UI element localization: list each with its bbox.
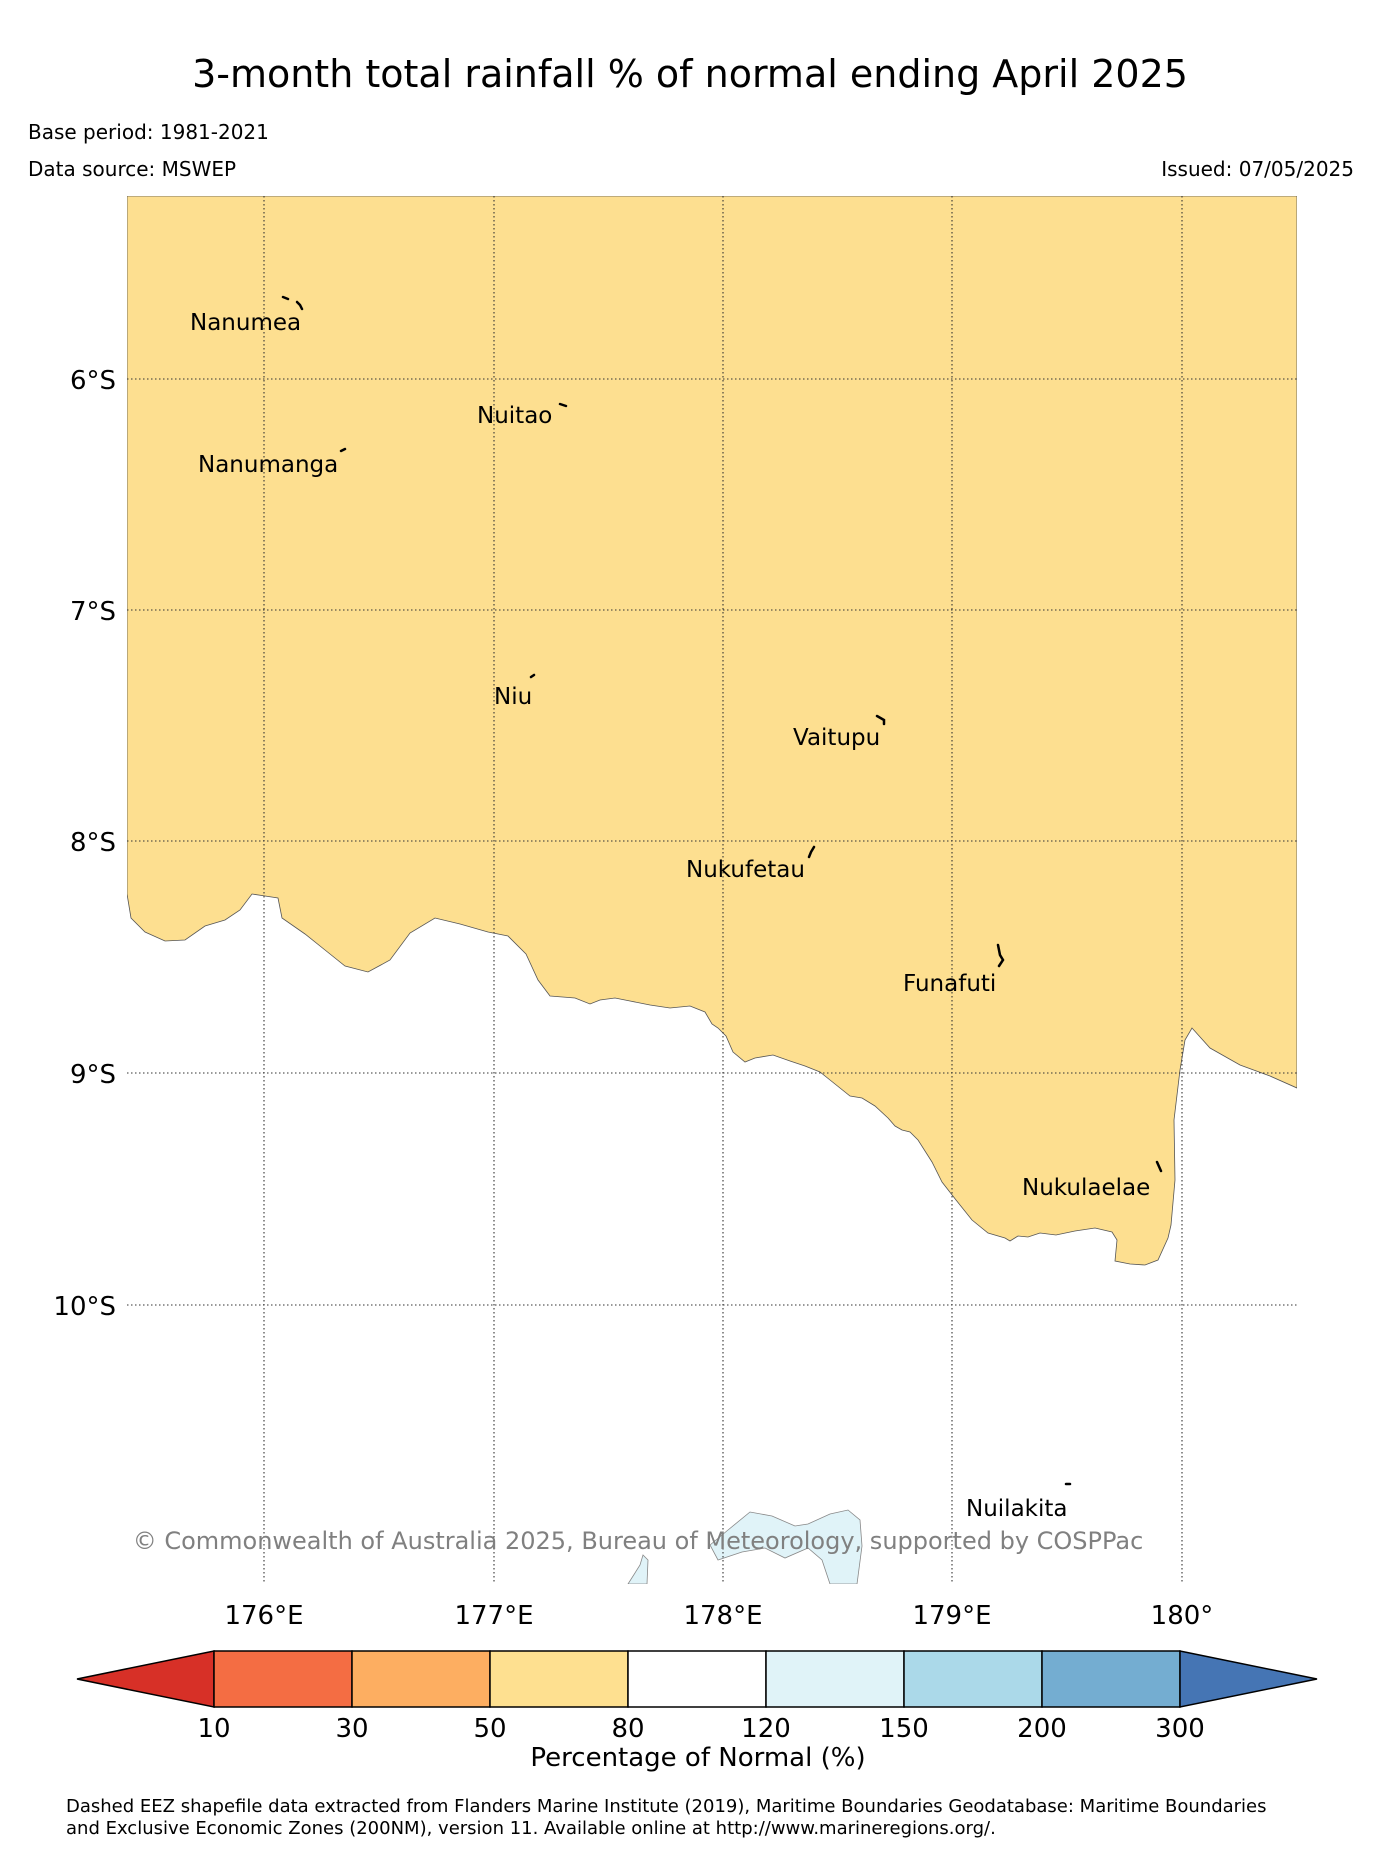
island-nanumea-shape: [281, 295, 304, 311]
rainfall-region-120-150: [627, 1554, 649, 1584]
island-nukufetau-shape: [807, 845, 816, 859]
island-label-nukufetau: Nukufetau: [686, 857, 805, 883]
island-niu-shape: [529, 673, 536, 679]
island-funafuti-shape: [996, 943, 1005, 968]
rainfall-region-50-80: [127, 196, 1297, 1266]
lon-label-176e: 176°E: [224, 1601, 303, 1631]
island-label-niu: Niu: [494, 684, 532, 710]
colorbar-bin-80-120: [627, 1650, 767, 1708]
footnote-line-2: and Exclusive Economic Zones (200NM), ve…: [66, 1818, 996, 1839]
island-label-vaitupu: Vaitupu: [793, 725, 880, 751]
colorbar-bin-30-50: [351, 1650, 491, 1708]
colorbar-bin-200-300: [1041, 1650, 1181, 1708]
base-period: Base period: 1981-2021: [28, 120, 269, 144]
colorbar-tick-80: 80: [611, 1714, 644, 1744]
island-shapes: [281, 295, 1163, 1486]
colorbar-label: Percentage of Normal (%): [530, 1743, 865, 1773]
colorbar-bin-120-150: [765, 1650, 905, 1708]
colorbar-tick-150: 150: [879, 1714, 929, 1744]
lat-label-7s: 7°S: [70, 597, 116, 627]
island-label-funafuti: Funafuti: [903, 971, 996, 997]
lat-label-9s: 9°S: [70, 1060, 116, 1090]
footnote-line-1: Dashed EEZ shapefile data extracted from…: [66, 1796, 1267, 1817]
island-label-nukulaelae: Nukulaelae: [1022, 1175, 1150, 1201]
lon-label-179e: 179°E: [912, 1601, 991, 1631]
copyright-text: © Commonwealth of Australia 2025, Bureau…: [133, 1527, 1144, 1555]
lat-label-10s: 10°S: [53, 1292, 116, 1322]
lon-label-178e: 178°E: [683, 1601, 762, 1631]
lat-label-6s: 6°S: [70, 366, 116, 396]
colorbar-tick-10: 10: [197, 1714, 230, 1744]
lon-label-177e: 177°E: [454, 1601, 533, 1631]
island-label-nuitao: Nuitao: [477, 403, 552, 429]
issued-date: Issued: 07/05/2025: [1161, 157, 1354, 181]
island-nanumanga-shape: [339, 447, 347, 453]
colorbar-bin-10-30: [213, 1650, 353, 1708]
lon-label-180: 180°: [1151, 1601, 1214, 1631]
footnote: Dashed EEZ shapefile data extracted from…: [66, 1796, 1366, 1840]
data-source: Data source: MSWEP: [28, 157, 237, 181]
colorbar-extend-high: [1179, 1650, 1318, 1708]
colorbar-bin-50-80: [489, 1650, 629, 1708]
colorbar-bin-150-200: [903, 1650, 1043, 1708]
colorbar-tick-200: 200: [1017, 1714, 1067, 1744]
island-nuitao-shape: [558, 402, 568, 408]
island-label-nanumea: Nanumea: [190, 310, 301, 336]
island-label-nuilakita: Nuilakita: [966, 1496, 1067, 1522]
rainfall-region-120-150: [709, 1509, 863, 1584]
island-label-nanumanga: Nanumanga: [198, 452, 338, 478]
colorbar: 10 30 50 80 120 150 200 300 Percentage of Norma…: [76, 1650, 1318, 1773]
lat-label-8s: 8°S: [70, 828, 116, 858]
island-vaitupu-shape: [875, 714, 886, 726]
page-title: 3-month total rainfall % of normal endin…: [192, 52, 1188, 96]
colorbar-tick-300: 300: [1155, 1714, 1205, 1744]
colorbar-tick-30: 30: [335, 1714, 368, 1744]
colorbar-extend-low: [76, 1650, 215, 1708]
colorbar-tick-50: 50: [473, 1714, 506, 1744]
island-nukulaelae-shape: [1155, 1160, 1163, 1173]
colorbar-tick-120: 120: [741, 1714, 791, 1744]
gridlines: [127, 196, 1297, 1584]
